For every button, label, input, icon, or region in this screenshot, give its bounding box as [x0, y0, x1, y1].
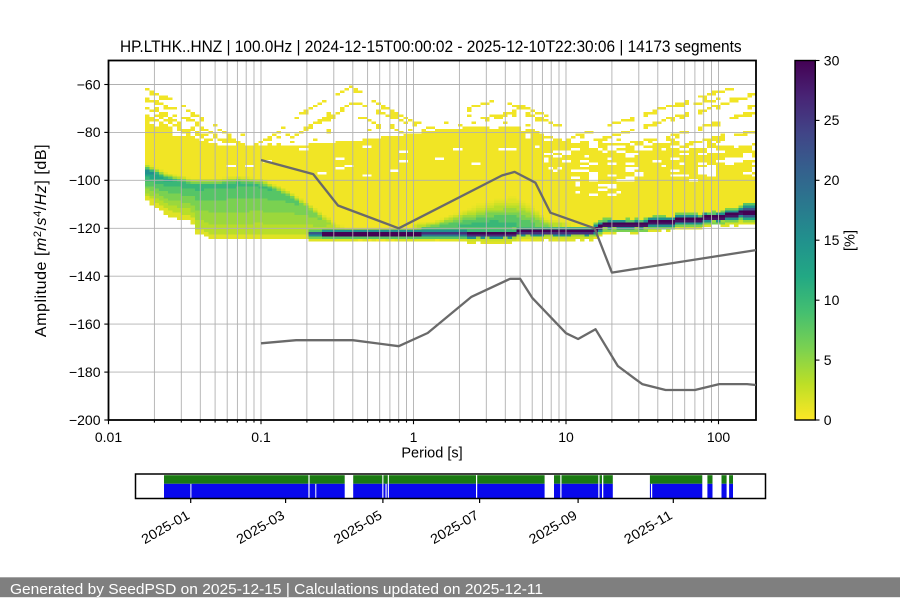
svg-text:25: 25: [824, 112, 840, 128]
svg-text:−80: −80: [77, 124, 101, 140]
svg-text:5: 5: [824, 352, 832, 368]
svg-text:30: 30: [824, 52, 840, 68]
svg-text:−200: −200: [69, 412, 101, 428]
svg-text:0: 0: [824, 412, 832, 428]
svg-text:−180: −180: [69, 364, 101, 380]
svg-text:[%]: [%]: [843, 230, 859, 251]
svg-text:20: 20: [824, 172, 840, 188]
svg-text:−120: −120: [69, 220, 101, 236]
svg-text:Generated by SeedPSD on 2025-1: Generated by SeedPSD on 2025-12-15 | Cal…: [10, 582, 543, 598]
svg-text:100: 100: [707, 429, 731, 445]
svg-text:−140: −140: [69, 268, 101, 284]
svg-text:HP.LTHK..HNZ | 100.0Hz | 2024-: HP.LTHK..HNZ | 100.0Hz | 2024-12-15T00:0…: [120, 38, 742, 56]
svg-text:0.01: 0.01: [95, 429, 122, 445]
svg-text:10: 10: [558, 429, 574, 445]
svg-text:15: 15: [824, 232, 840, 248]
svg-text:Amplitude [m2/s4/Hz] [dB]: Amplitude [m2/s4/Hz] [dB]: [32, 144, 50, 337]
svg-text:Period [s]: Period [s]: [401, 446, 462, 462]
svg-text:0.1: 0.1: [251, 429, 271, 445]
svg-text:−100: −100: [69, 172, 101, 188]
svg-text:−160: −160: [69, 316, 101, 332]
svg-text:1: 1: [410, 429, 418, 445]
svg-text:−60: −60: [77, 76, 101, 92]
svg-text:10: 10: [824, 292, 840, 308]
